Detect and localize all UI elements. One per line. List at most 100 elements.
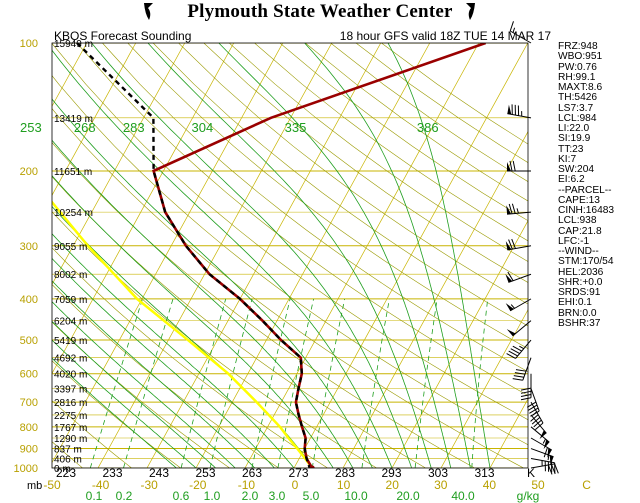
wind-barb-staff <box>507 245 532 251</box>
mixing-ratio-tick-label: 40.0 <box>451 489 475 503</box>
temperature-tick-label: 30 <box>434 478 448 492</box>
kelvin-tick-label: 253 <box>195 466 215 480</box>
theta-label: 335 <box>285 120 307 135</box>
parameter-item: MAXT:8.6 <box>558 82 603 93</box>
kelvin-tick-label: 223 <box>56 466 76 480</box>
isotherm-line <box>97 43 333 468</box>
kelvin-tick-label: 293 <box>381 466 401 480</box>
isotherm-line <box>52 43 235 375</box>
wind-barb-feather <box>533 419 542 428</box>
mixing-ratio-line <box>414 298 438 468</box>
wind-barb-staff <box>515 339 532 359</box>
wind-barb <box>509 21 532 44</box>
temperature-tick-label: -50 <box>43 478 61 492</box>
dry-adiabat-line <box>228 43 528 262</box>
dry-adiabat-line <box>178 43 528 305</box>
wind-barb-feather <box>508 239 513 250</box>
height-label: 0 m <box>54 464 71 475</box>
wind-barb-feather <box>526 401 537 408</box>
wind-barb-feather <box>510 348 520 354</box>
temperature-tick-label: -10 <box>238 478 256 492</box>
wind-barb-flag <box>505 303 514 311</box>
parameter-item: KI:7 <box>558 153 577 165</box>
parameter-item: LCL:938 <box>558 215 597 227</box>
moist-adiabat-line <box>52 205 314 468</box>
wind-barb-feather <box>520 397 532 401</box>
isotherm-line <box>440 309 528 468</box>
wind-barb-feather <box>520 390 532 394</box>
wind-barb-flag <box>506 329 516 337</box>
mixing-ratio-tick-label: 10.0 <box>344 489 368 503</box>
mixing-ratio-tick-label: 2.0 <box>242 489 259 503</box>
parameter-item: LI:22.0 <box>558 123 590 134</box>
wind-barb-flag <box>505 241 512 250</box>
parcel-trace <box>52 200 314 468</box>
parameter-item: STM:170/54 <box>558 256 614 268</box>
wind-barb-staff <box>530 401 544 424</box>
moist-adiabat-line <box>52 98 373 468</box>
chart-title: Plymouth State Weather Center <box>187 1 453 22</box>
parameter-item: CINH:16483 <box>558 205 615 216</box>
wind-barb-feather <box>512 378 523 381</box>
mixing-ratio-line <box>123 298 174 468</box>
height-label: 4020 m <box>54 370 87 381</box>
wind-barb <box>512 357 532 381</box>
wind-barb-feather <box>547 464 553 475</box>
wind-barb-staff <box>530 388 540 412</box>
moist-adiabat-line <box>304 43 471 468</box>
station-label: KBOS Forecast Sounding <box>54 29 191 43</box>
wind-barb-feather <box>509 160 513 172</box>
wind-barb-flag <box>505 273 513 283</box>
chart-header: Plymouth State Weather Center <box>0 0 640 26</box>
pressure-label: 400 <box>20 294 38 306</box>
wind-barb <box>520 373 532 401</box>
wind-barb <box>505 298 532 312</box>
isotherm-line <box>195 43 431 468</box>
height-label: 6204 m <box>54 317 87 328</box>
flag-icon <box>144 3 153 20</box>
kelvin-tick-label: 243 <box>149 466 169 480</box>
dewpoint-trace <box>76 43 311 468</box>
wind-barb-feather <box>508 350 518 357</box>
kelvin-tick-label: 283 <box>335 466 355 480</box>
temperature-tick-label: 10 <box>337 478 351 492</box>
pressure-label: 100 <box>20 38 38 50</box>
wind-barb-flag <box>539 430 547 440</box>
mixing-ratio-tick-label: 0.6 <box>173 489 190 503</box>
moist-adiabat-line <box>52 280 256 468</box>
mixing-ratio-line <box>277 298 314 468</box>
height-label: 8002 m <box>54 270 87 281</box>
parameter-item: TT:23 <box>558 143 584 155</box>
wind-barb <box>506 203 532 215</box>
height-label: 2275 m <box>54 411 87 422</box>
parameter-item: CAP:21.8 <box>558 225 602 237</box>
flag-icon <box>466 3 475 20</box>
moist-adiabat-line <box>52 257 275 468</box>
mixing-ratio-tick-label: 0.2 <box>116 489 133 503</box>
wind-barb-flag <box>507 161 511 171</box>
temperature-tick-label: 0 <box>292 478 299 492</box>
dry-adiabat-line <box>52 247 328 468</box>
theta-label: 253 <box>20 120 42 135</box>
parameter-item: --PARCEL-- <box>558 184 612 196</box>
kelvin-tick-label: 303 <box>428 466 448 480</box>
mixing-ratio-line <box>89 298 143 468</box>
moist-adiabat-line <box>52 49 393 468</box>
height-label: 7059 m <box>54 295 87 306</box>
parameter-item: SW:204 <box>558 164 595 175</box>
wind-barb <box>530 458 556 473</box>
wind-barb <box>530 448 554 466</box>
isotherm-line <box>52 43 284 464</box>
moist-adiabat-line <box>52 175 334 468</box>
wind-barb <box>526 388 540 417</box>
height-label: 10254 m <box>54 208 93 219</box>
wind-barb-half-feather <box>510 304 515 309</box>
wind-barb-feather <box>530 414 539 422</box>
wind-barb <box>530 414 547 440</box>
wind-barb <box>530 463 559 475</box>
moist-adiabat-line <box>52 233 295 468</box>
pressure-label: 600 <box>20 369 38 381</box>
wind-barb-feather <box>515 369 527 372</box>
pressure-unit-label: mb <box>27 480 42 492</box>
mixing-ratio-line <box>311 298 346 468</box>
